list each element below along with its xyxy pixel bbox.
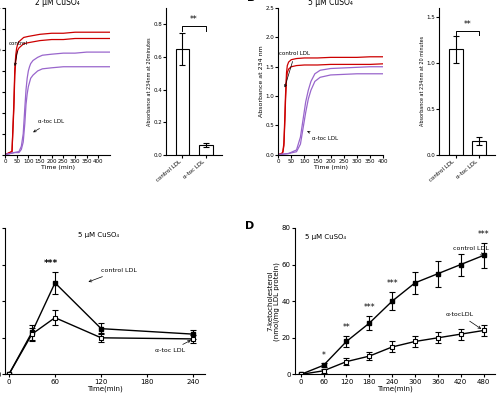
X-axis label: Time(min): Time(min) bbox=[377, 386, 413, 392]
Text: *: * bbox=[322, 351, 326, 360]
Text: control LDL: control LDL bbox=[280, 51, 310, 87]
Text: control LDL: control LDL bbox=[89, 268, 137, 282]
Text: **: ** bbox=[342, 323, 350, 332]
Title: 2 μM CuSO₄: 2 μM CuSO₄ bbox=[35, 0, 80, 7]
Text: ***: *** bbox=[386, 279, 398, 289]
X-axis label: Time (min): Time (min) bbox=[40, 165, 74, 170]
Text: D: D bbox=[245, 221, 254, 231]
Bar bbox=[176, 49, 190, 155]
X-axis label: Time (min): Time (min) bbox=[314, 165, 348, 170]
Text: ***: *** bbox=[364, 303, 375, 312]
Text: α-toc LDL: α-toc LDL bbox=[155, 341, 190, 353]
Y-axis label: Absorbance at 234nm at 20 minutes: Absorbance at 234nm at 20 minutes bbox=[420, 36, 425, 127]
Text: ***: *** bbox=[44, 259, 59, 268]
Text: B: B bbox=[246, 0, 255, 4]
Bar bbox=[198, 145, 212, 155]
Text: ***: *** bbox=[478, 230, 490, 239]
Text: **: ** bbox=[190, 15, 198, 24]
Title: 5 μM CuSO₄: 5 μM CuSO₄ bbox=[308, 0, 353, 7]
Text: 5 μM CuSO₄: 5 μM CuSO₄ bbox=[78, 232, 119, 238]
Text: control: control bbox=[9, 41, 28, 66]
Bar bbox=[448, 49, 462, 155]
Text: α-toc LDL: α-toc LDL bbox=[34, 119, 64, 132]
Text: α-tocLDL: α-tocLDL bbox=[446, 312, 480, 328]
X-axis label: Time(min): Time(min) bbox=[87, 386, 123, 392]
Y-axis label: Absorbance at 234 nm: Absorbance at 234 nm bbox=[259, 46, 264, 117]
Text: control LDL: control LDL bbox=[453, 246, 489, 255]
Text: **: ** bbox=[464, 20, 471, 29]
Y-axis label: Absorbance at 234nm at 20minutes: Absorbance at 234nm at 20minutes bbox=[147, 37, 152, 126]
Text: 5 μM CuSO₄: 5 μM CuSO₄ bbox=[304, 234, 346, 240]
Bar bbox=[472, 141, 486, 155]
Y-axis label: 7-ketocholesterol
(nmol/mg LDL protein): 7-ketocholesterol (nmol/mg LDL protein) bbox=[267, 262, 280, 341]
Text: α-toc LDL: α-toc LDL bbox=[308, 131, 338, 141]
